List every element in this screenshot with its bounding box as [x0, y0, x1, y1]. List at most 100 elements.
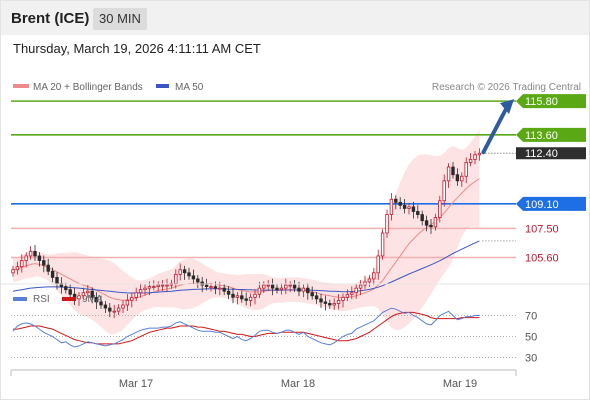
candle-body [288, 284, 292, 287]
rsi-legend: RSI 9MA [13, 294, 103, 305]
candle-body [99, 301, 103, 306]
candle-body [235, 295, 240, 298]
candle-body [196, 278, 200, 283]
candle-body [398, 201, 402, 206]
ma20-legend-label: MA 20 + Bollinger Bands [33, 82, 143, 93]
candle-body [218, 287, 222, 290]
level-labels: 115.80 113.60 109.10 107.50 105.60 112.40 [482, 94, 586, 264]
candle-body [451, 166, 455, 176]
candle-body [182, 269, 187, 274]
ma50-line [12, 240, 480, 294]
candle-body [116, 307, 121, 312]
candle-body [314, 295, 319, 300]
candle-body [248, 296, 253, 301]
candle-body [262, 284, 266, 289]
candle-body [37, 255, 42, 261]
candle-body [279, 287, 284, 291]
level-tag-109.10 [516, 196, 586, 211]
candle-body [11, 269, 15, 274]
candle-body [50, 270, 55, 278]
candle-body [24, 255, 28, 261]
candle-body [376, 255, 380, 274]
candle-body [389, 198, 394, 215]
candle-body [429, 224, 433, 228]
candle-body [165, 284, 169, 287]
candle-body [46, 264, 50, 272]
candle-body [222, 287, 226, 292]
rsi-panel: 70 50 30 [11, 307, 537, 365]
candle-body [231, 293, 235, 298]
candle-body [284, 284, 288, 289]
ma20-legend-swatch [13, 84, 29, 88]
candle-body [319, 298, 323, 303]
candle-body [68, 289, 72, 295]
candle-body [244, 298, 248, 301]
candle-body [332, 303, 336, 306]
ma50-legend-label: MA 50 [175, 82, 204, 93]
candle-body [336, 299, 341, 304]
bollinger-bands [13, 130, 480, 335]
candle-body [253, 293, 257, 298]
candle-body [143, 287, 147, 291]
candle-body [460, 175, 464, 182]
candle-body [433, 217, 438, 228]
rsi-tick-50: 50 [525, 332, 537, 344]
candle-body [341, 296, 345, 301]
ma50-legend-swatch [156, 84, 169, 88]
chart-header: Brent (ICE) 30 MIN [1, 1, 589, 35]
candle-body [420, 214, 424, 222]
level-label-107.50: 107.50 [525, 223, 559, 235]
candle-body [477, 152, 482, 156]
timeframe-button[interactable]: 30 MIN [93, 8, 147, 30]
x-tick-label: Mar 19 [443, 378, 477, 390]
candle-body [464, 162, 468, 177]
candle-body [240, 295, 244, 300]
candle-body [275, 287, 279, 291]
candle-body [204, 284, 209, 287]
candle-body [81, 292, 86, 297]
candle-body [468, 158, 473, 163]
candle-body [191, 275, 196, 280]
candle-body [15, 266, 20, 271]
candle-body [213, 286, 218, 289]
candle-body [42, 260, 46, 266]
candle-body [138, 289, 143, 294]
moving-averages [12, 178, 480, 301]
instrument-title: Brent (ICE) [11, 10, 90, 27]
candle-body [367, 278, 372, 283]
candle-body [121, 304, 125, 309]
candle-body [134, 292, 138, 298]
candle-body [156, 284, 160, 287]
candle-body [112, 310, 116, 313]
candle-body [411, 206, 416, 212]
candle-body [455, 174, 460, 182]
candle-body [306, 287, 310, 294]
last-price-label: 112.40 [525, 148, 558, 160]
candle-body [407, 206, 411, 209]
rsi-line [12, 307, 480, 348]
candle-body [94, 296, 99, 303]
candle-body [438, 200, 442, 219]
level-label-109.10: 109.10 [525, 199, 559, 211]
candle-body [380, 232, 385, 257]
candle-body [108, 307, 112, 312]
candle-body [394, 198, 398, 203]
candle-body [372, 272, 376, 280]
candle-body [266, 284, 270, 287]
candle-body [33, 250, 37, 257]
candle-body [350, 292, 354, 295]
candle-body [152, 286, 156, 288]
candle-body [103, 304, 108, 309]
rsi-tick-70: 70 [525, 311, 537, 323]
candle-body [125, 299, 130, 306]
price-legend: MA 20 + Bollinger Bands MA 50 Research ©… [13, 82, 581, 93]
candle-body [174, 273, 178, 284]
candle-body [292, 284, 297, 289]
candle-body [77, 295, 81, 300]
candle-body [446, 166, 451, 182]
last-price-tag [516, 147, 586, 160]
candle-body [226, 290, 231, 295]
candle-body [328, 303, 332, 306]
